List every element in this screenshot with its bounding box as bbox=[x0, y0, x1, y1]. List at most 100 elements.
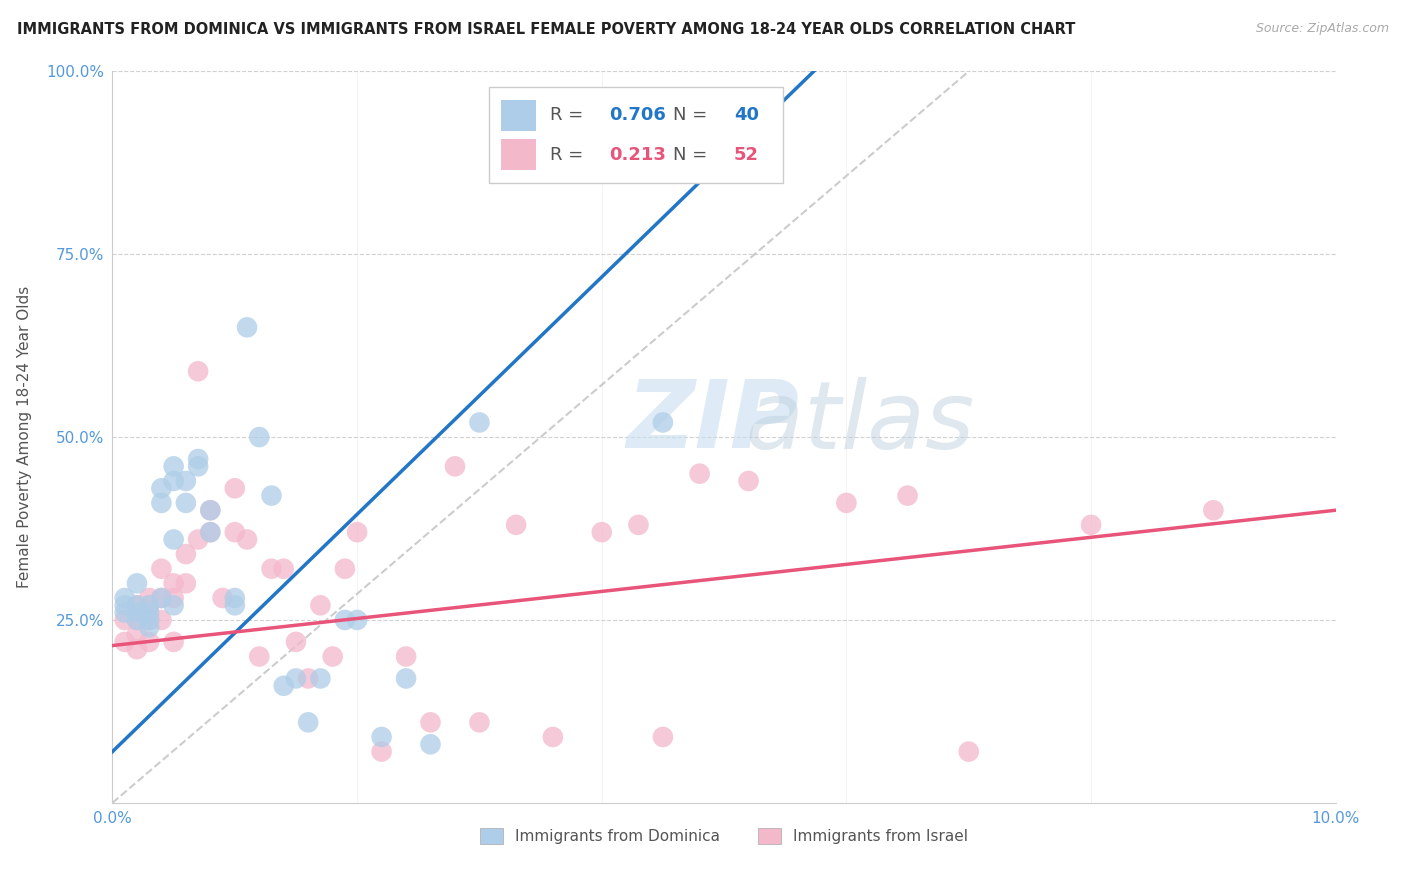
Point bbox=[138, 591, 160, 605]
Point bbox=[150, 481, 173, 495]
Point bbox=[297, 672, 319, 686]
Point bbox=[125, 599, 148, 613]
Point bbox=[627, 517, 650, 532]
Point bbox=[247, 649, 270, 664]
Text: N =: N = bbox=[672, 145, 713, 164]
Point bbox=[260, 562, 283, 576]
Point bbox=[370, 745, 392, 759]
Text: R =: R = bbox=[550, 145, 589, 164]
Point bbox=[125, 576, 148, 591]
Point bbox=[247, 430, 270, 444]
Point bbox=[297, 715, 319, 730]
Text: 0.213: 0.213 bbox=[609, 145, 666, 164]
Point bbox=[125, 599, 148, 613]
Point bbox=[138, 635, 160, 649]
Point bbox=[150, 613, 173, 627]
Point bbox=[125, 613, 148, 627]
Point bbox=[1202, 503, 1225, 517]
Point bbox=[835, 496, 858, 510]
Point bbox=[150, 562, 173, 576]
Point bbox=[224, 591, 246, 605]
Point bbox=[163, 576, 186, 591]
Point bbox=[125, 606, 148, 620]
Text: ZIP: ZIP bbox=[626, 376, 799, 468]
Text: 40: 40 bbox=[734, 106, 759, 124]
Point bbox=[236, 320, 259, 334]
Point bbox=[174, 547, 197, 561]
Point bbox=[957, 745, 980, 759]
Point bbox=[333, 613, 356, 627]
Point bbox=[309, 672, 332, 686]
Point bbox=[163, 599, 186, 613]
Point bbox=[652, 416, 675, 430]
Point bbox=[138, 599, 160, 613]
Y-axis label: Female Poverty Among 18-24 Year Olds: Female Poverty Among 18-24 Year Olds bbox=[17, 286, 32, 588]
Point bbox=[273, 679, 295, 693]
Point bbox=[125, 627, 148, 641]
Point bbox=[200, 525, 222, 540]
Bar bbox=[502, 139, 536, 170]
Point bbox=[125, 613, 148, 627]
Point bbox=[468, 416, 491, 430]
Point bbox=[187, 364, 209, 378]
Point bbox=[211, 591, 233, 605]
Point bbox=[224, 525, 246, 540]
Point bbox=[138, 599, 160, 613]
Point bbox=[125, 642, 148, 657]
Text: IMMIGRANTS FROM DOMINICA VS IMMIGRANTS FROM ISRAEL FEMALE POVERTY AMONG 18-24 YE: IMMIGRANTS FROM DOMINICA VS IMMIGRANTS F… bbox=[17, 22, 1076, 37]
Point bbox=[419, 715, 441, 730]
Point bbox=[114, 613, 136, 627]
Point bbox=[163, 474, 186, 488]
Point bbox=[174, 474, 197, 488]
Point bbox=[163, 591, 186, 605]
Text: Source: ZipAtlas.com: Source: ZipAtlas.com bbox=[1256, 22, 1389, 36]
Point bbox=[897, 489, 920, 503]
Point bbox=[163, 533, 186, 547]
Point bbox=[114, 606, 136, 620]
Point bbox=[309, 599, 332, 613]
Point bbox=[200, 525, 222, 540]
Point bbox=[200, 503, 222, 517]
Point bbox=[444, 459, 467, 474]
Point bbox=[737, 474, 759, 488]
Point bbox=[163, 635, 186, 649]
Point bbox=[187, 459, 209, 474]
Point bbox=[346, 613, 368, 627]
Point bbox=[395, 672, 418, 686]
Point bbox=[200, 503, 222, 517]
Point bbox=[114, 591, 136, 605]
Point bbox=[187, 533, 209, 547]
Point bbox=[284, 635, 308, 649]
Point bbox=[174, 576, 197, 591]
Point bbox=[1080, 517, 1102, 532]
Point bbox=[224, 481, 246, 495]
Bar bbox=[489, 87, 783, 183]
Point bbox=[174, 496, 197, 510]
Point bbox=[370, 730, 392, 744]
Point bbox=[138, 613, 160, 627]
Point bbox=[541, 730, 564, 744]
Point bbox=[224, 599, 246, 613]
Point bbox=[419, 737, 441, 751]
Text: 0.706: 0.706 bbox=[609, 106, 666, 124]
Point bbox=[150, 591, 173, 605]
Point bbox=[236, 533, 259, 547]
Point bbox=[652, 730, 675, 744]
Point bbox=[114, 599, 136, 613]
Point bbox=[689, 467, 711, 481]
Point bbox=[333, 562, 356, 576]
Point bbox=[284, 672, 308, 686]
Point bbox=[114, 635, 136, 649]
Point bbox=[187, 452, 209, 467]
Point bbox=[346, 525, 368, 540]
Point bbox=[138, 620, 160, 634]
Point bbox=[591, 525, 613, 540]
Point bbox=[273, 562, 295, 576]
Point bbox=[163, 459, 186, 474]
Text: 52: 52 bbox=[734, 145, 759, 164]
Text: N =: N = bbox=[672, 106, 713, 124]
Point bbox=[150, 496, 173, 510]
Legend: Immigrants from Dominica, Immigrants from Israel: Immigrants from Dominica, Immigrants fro… bbox=[474, 822, 974, 850]
Point bbox=[260, 489, 283, 503]
Point bbox=[150, 591, 173, 605]
